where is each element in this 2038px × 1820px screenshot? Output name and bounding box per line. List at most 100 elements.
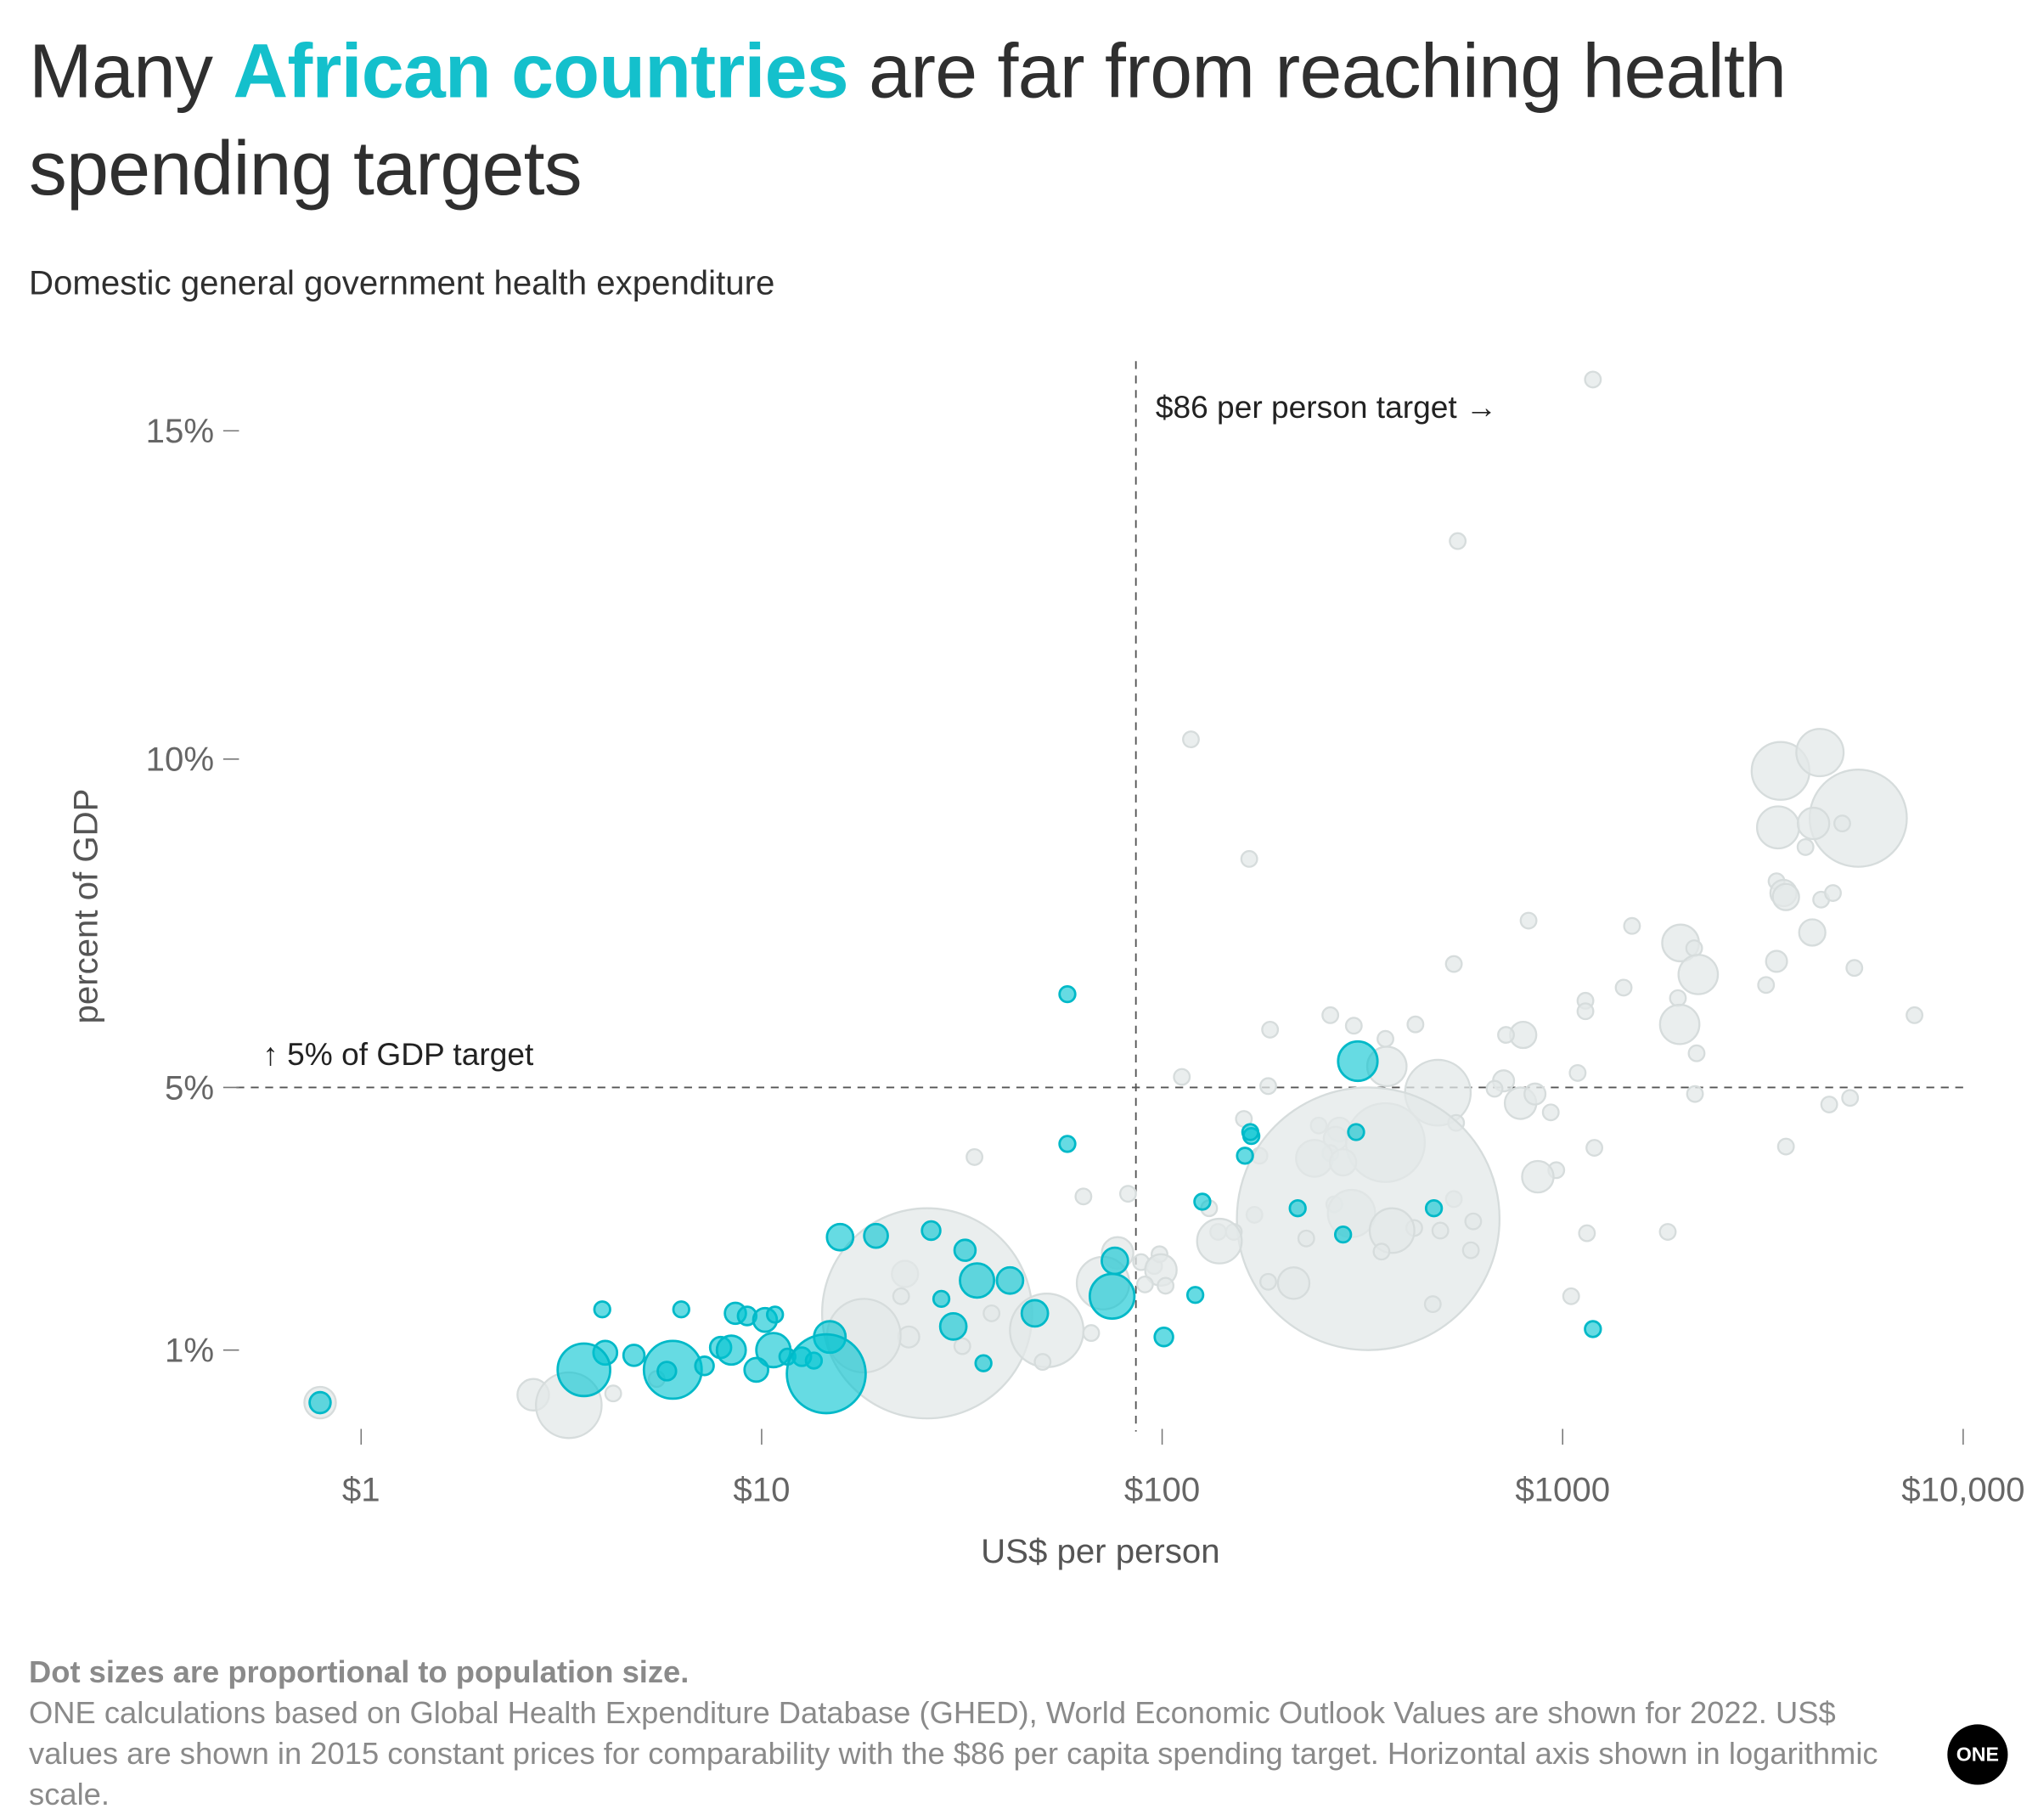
y-tick-label: 1% xyxy=(165,1332,214,1370)
other-country-point xyxy=(1519,911,1538,930)
other-country-point xyxy=(1236,1086,1501,1351)
african-country-point xyxy=(1347,1123,1365,1141)
other-country-point xyxy=(1157,1276,1175,1295)
african-country-point xyxy=(1424,1199,1444,1218)
other-country-point xyxy=(1523,1082,1547,1106)
other-country-point xyxy=(1669,989,1687,1007)
other-country-point xyxy=(1033,1353,1052,1372)
african-country-point xyxy=(920,1220,942,1242)
chart-title: Many African countries are far from reac… xyxy=(29,24,1867,218)
other-country-point xyxy=(1687,1044,1706,1062)
other-country-point xyxy=(1196,1217,1243,1265)
other-country-point xyxy=(1677,954,1720,995)
african-country-point xyxy=(1088,1272,1136,1320)
other-country-point xyxy=(1423,1295,1442,1314)
other-country-point xyxy=(1372,1242,1391,1261)
african-country-point xyxy=(1153,1327,1174,1348)
african-country-point xyxy=(1333,1225,1353,1244)
other-country-point xyxy=(1841,1089,1860,1107)
african-country-point xyxy=(622,1344,646,1367)
other-country-point xyxy=(1118,1185,1137,1203)
x-axis-title: US$ per person xyxy=(981,1532,1219,1570)
african-country-point xyxy=(974,1354,993,1372)
african-country-point xyxy=(656,1361,678,1382)
other-country-point xyxy=(966,1147,984,1166)
african-country-point xyxy=(308,1390,332,1415)
other-country-point xyxy=(1796,837,1815,856)
other-country-point xyxy=(1658,1003,1701,1045)
other-country-point xyxy=(1833,814,1851,833)
african-country-point xyxy=(863,1222,889,1249)
african-country-point xyxy=(953,1238,977,1262)
other-country-point xyxy=(1461,1241,1480,1259)
african-country-point xyxy=(825,1222,855,1252)
african-country-point xyxy=(743,1356,769,1383)
y-axis-title: percent of GDP xyxy=(66,789,104,1024)
axis-ticks: 1% 5% 10% 15% $1 $10 $100 $1000 $10,000 xyxy=(146,412,2025,1508)
other-country-point xyxy=(1824,884,1842,902)
other-country-point xyxy=(982,1304,1001,1322)
other-country-point xyxy=(1658,1223,1677,1241)
african-country-point xyxy=(938,1312,968,1341)
x-tick-label: $10,000 xyxy=(1901,1471,2024,1509)
african-country-point xyxy=(593,1300,611,1319)
other-country-point xyxy=(1259,1077,1277,1096)
other-country-point xyxy=(892,1287,910,1305)
gdp-target-label: ↑ 5% of GDP target xyxy=(262,1036,534,1072)
other-country-point xyxy=(1623,916,1641,935)
reference-lines xyxy=(236,361,1963,1432)
african-country-point xyxy=(556,1342,611,1398)
other-country-point xyxy=(1685,939,1703,957)
other-country-point xyxy=(1240,849,1258,868)
african-country-point xyxy=(1058,984,1077,1004)
other-country-point xyxy=(1845,959,1864,978)
african-country-point xyxy=(766,1305,785,1324)
y-tick-label: 15% xyxy=(146,412,214,450)
one-logo: ONE xyxy=(1947,1724,2008,1785)
african-country-point xyxy=(1058,1135,1077,1153)
other-country-point xyxy=(1798,918,1827,947)
other-country-point xyxy=(1776,1137,1795,1156)
title-highlight: African countries xyxy=(233,29,848,115)
african-country-point xyxy=(1193,1192,1212,1211)
african-country-point xyxy=(959,1262,996,1299)
other-country-point xyxy=(1757,976,1776,995)
other-country-point xyxy=(1135,1275,1154,1293)
african-country-point xyxy=(1241,1123,1260,1141)
african-country-point xyxy=(715,1334,747,1366)
title-text: Many xyxy=(29,29,234,115)
title-text-end: are far from reaching health spending ta… xyxy=(29,29,1787,211)
footer-source: ONE calculations based on Global Health … xyxy=(29,1695,1878,1812)
other-country-point xyxy=(1521,1159,1555,1194)
other-country-point xyxy=(1321,1006,1340,1024)
african-country-point xyxy=(1020,1299,1050,1328)
other-country-point xyxy=(1541,1103,1560,1122)
other-country-point xyxy=(1568,1063,1587,1082)
other-country-point xyxy=(1431,1221,1450,1240)
african-country-point xyxy=(1185,1286,1205,1304)
other-country-point xyxy=(1906,1006,1924,1024)
x-tick-label: $1 xyxy=(342,1471,380,1509)
other-country-point xyxy=(1082,1324,1101,1343)
african-country-point xyxy=(995,1265,1025,1295)
chart-subtitle: Domestic general government health expen… xyxy=(29,262,775,302)
x-tick-label: $1000 xyxy=(1515,1471,1610,1509)
other-country-point xyxy=(1796,806,1831,841)
african-country-point xyxy=(1584,1320,1602,1338)
african-country-point xyxy=(785,1333,867,1415)
other-country-point xyxy=(1562,1287,1580,1305)
african-country-point xyxy=(1101,1246,1129,1276)
y-tick-label: 10% xyxy=(146,741,214,779)
african-country-point xyxy=(1236,1147,1254,1165)
other-country-point xyxy=(1368,1207,1416,1254)
other-country-point xyxy=(1585,1139,1604,1157)
other-country-point xyxy=(1771,882,1800,911)
other-country-point xyxy=(1259,1272,1277,1291)
other-country-point xyxy=(1820,1096,1838,1113)
x-tick-label: $100 xyxy=(1124,1471,1200,1509)
other-country-point xyxy=(1765,949,1788,973)
footer-notes: Dot sizes are proportional to population… xyxy=(29,1652,1894,1815)
african-country-point xyxy=(1288,1199,1307,1218)
other-country-point xyxy=(1406,1015,1425,1034)
